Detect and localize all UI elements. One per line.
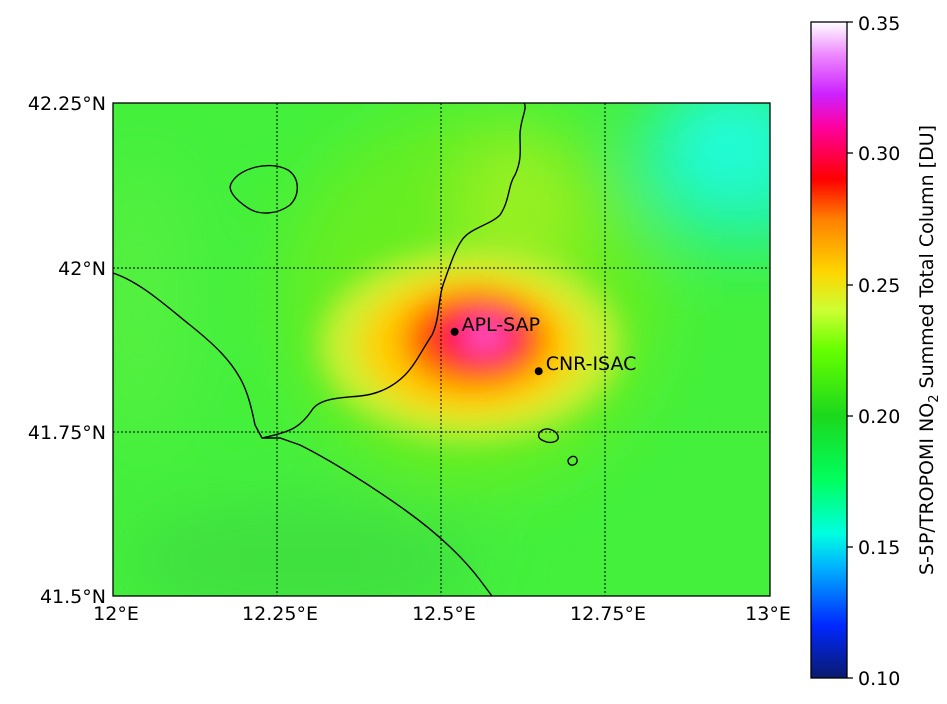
site-marker	[450, 327, 459, 336]
site-label: CNR-ISAC	[546, 353, 637, 375]
gridlines	[113, 103, 770, 596]
map-frame	[112, 102, 771, 597]
colorbar-tick-label: 0.35	[858, 13, 900, 35]
colorbar-ticks	[847, 21, 853, 679]
lat-tick-label: 42.25°N	[28, 93, 106, 115]
sites: APL-SAP CNR-ISAC	[450, 314, 637, 376]
lake-bracciano	[229, 164, 298, 214]
lake-nemi	[567, 455, 578, 466]
lon-tick-label: 12°E	[93, 603, 139, 625]
lon-tick-label: 12.5°E	[412, 603, 476, 625]
lon-tick-label: 12.75°E	[570, 603, 646, 625]
colorbar-axis-label: S-5P/TROPOMI NO2 Summed Total Column [DU…	[916, 125, 942, 575]
lat-tick-labels: 42.25°N 42°N 41.75°N 41.5°N	[28, 93, 106, 608]
colorbar-tick-label: 0.25	[858, 275, 900, 297]
site-marker	[534, 367, 543, 376]
tiber-river	[261, 103, 526, 439]
colorbar-tick-label: 0.15	[858, 537, 900, 559]
no2-field	[113, 103, 770, 596]
coastline	[113, 103, 578, 596]
colorbar-tick-label: 0.10	[858, 668, 900, 690]
lake-albano	[537, 428, 559, 444]
lon-tick-labels: 12°E 12.25°E 12.5°E 12.75°E 13°E	[93, 603, 791, 625]
colorbar-tick-label: 0.30	[858, 143, 900, 165]
lat-tick-label: 41.75°N	[28, 422, 106, 444]
colorbar-gradient	[810, 21, 848, 679]
colorbar: 0.10 0.15 0.20 0.25 0.30 0.35 S-5P/TROPO…	[810, 13, 942, 690]
lon-tick-label: 12.25°E	[242, 603, 318, 625]
lat-tick-label: 41.5°N	[40, 586, 106, 608]
colorbar-tick-label: 0.20	[858, 406, 900, 428]
lat-tick-label: 42°N	[58, 258, 106, 280]
lon-tick-label: 13°E	[745, 603, 791, 625]
site-label: APL-SAP	[462, 314, 540, 336]
